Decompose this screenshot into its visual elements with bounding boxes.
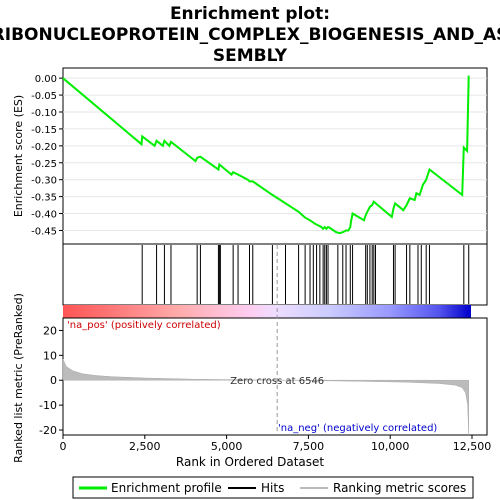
metric-x-tick-label: 2,500 [129, 440, 161, 453]
es-y-tick-label: 0.00 [35, 74, 57, 85]
metric-x-axis-label: Rank in Ordered Dataset [176, 455, 324, 469]
chart-title-line2: RIBONUCLEOPROTEIN_COMPLEX_BIOGENESIS_AND… [0, 25, 500, 45]
metric-x-tick-label: 7,500 [293, 440, 325, 453]
enrichment-profile-line [62, 75, 470, 235]
es-y-tick-label: -0.30 [31, 176, 57, 187]
chart-title-line3: SEMBLY [213, 46, 288, 66]
es-y-ticks: 0.00 -0.05 -0.10 -0.15 -0.20 -0.25 -0.30 -0.35 -… [31, 74, 63, 237]
metric-x-ticks: 0 2,500 5,000 7,500 10,000 12,500 [60, 435, 492, 453]
metric-y-tick-label: 10 [43, 349, 57, 362]
es-y-axis-label: Enrichment score (ES) [12, 95, 25, 217]
es-y-tick-label: -0.10 [31, 108, 57, 119]
es-y-tick-label: -0.25 [31, 159, 57, 170]
metric-x-tick-label: 10,000 [371, 440, 410, 453]
legend-label-metric: Ranking metric scores [333, 481, 466, 495]
ranking-metric-area [62, 358, 469, 436]
legend-label-hits: Hits [261, 481, 284, 495]
zero-cross-label: Zero cross at 6546 [230, 376, 324, 387]
hit-markers [141, 245, 470, 304]
metric-x-tick-label: 5,000 [211, 440, 243, 453]
metric-x-tick-label: 12,500 [453, 440, 492, 453]
metric-y-tick-label: 20 [43, 324, 57, 337]
es-panel-frame [62, 67, 488, 245]
legend-label-profile: Enrichment profile [111, 481, 222, 495]
es-y-tick-label: -0.45 [31, 226, 57, 237]
rank-color-gradient [63, 305, 471, 318]
rank-color-band [63, 305, 471, 318]
es-y-tick-label: -0.05 [31, 91, 57, 102]
es-y-tick-label: -0.15 [31, 125, 57, 136]
es-panel: 0.00 -0.05 -0.10 -0.15 -0.20 -0.25 -0.30 -0.35 -… [12, 67, 488, 245]
metric-y-tick-label: 0 [50, 374, 57, 387]
metric-y-axis-label: Ranked list metric (PreRanked) [12, 293, 25, 463]
es-y-tick-label: -0.20 [31, 142, 57, 153]
neg-correlated-label: 'na_neg' (negatively correlated) [278, 423, 437, 434]
metric-x-tick-label: 0 [60, 440, 67, 453]
metric-y-tick-label: -10 [39, 399, 57, 412]
legend-frame [72, 476, 474, 499]
es-y-tick-label: -0.40 [31, 210, 57, 221]
metric-panel: Zero cross at 6546 'na_pos' (positively … [12, 245, 491, 469]
hits-panel-frame [62, 243, 488, 306]
es-y-tick-label: -0.35 [31, 193, 57, 204]
hits-panel [62, 243, 488, 306]
legend: Enrichment profile Hits Ranking metric s… [72, 476, 474, 499]
pos-correlated-label: 'na_pos' (positively correlated) [67, 320, 221, 331]
metric-y-ticks: 20 10 0 -10 -20 [39, 324, 63, 437]
chart-title-line1: Enrichment plot: [170, 4, 330, 24]
es-gridlines [63, 77, 487, 231]
metric-y-tick-label: -20 [39, 424, 57, 437]
